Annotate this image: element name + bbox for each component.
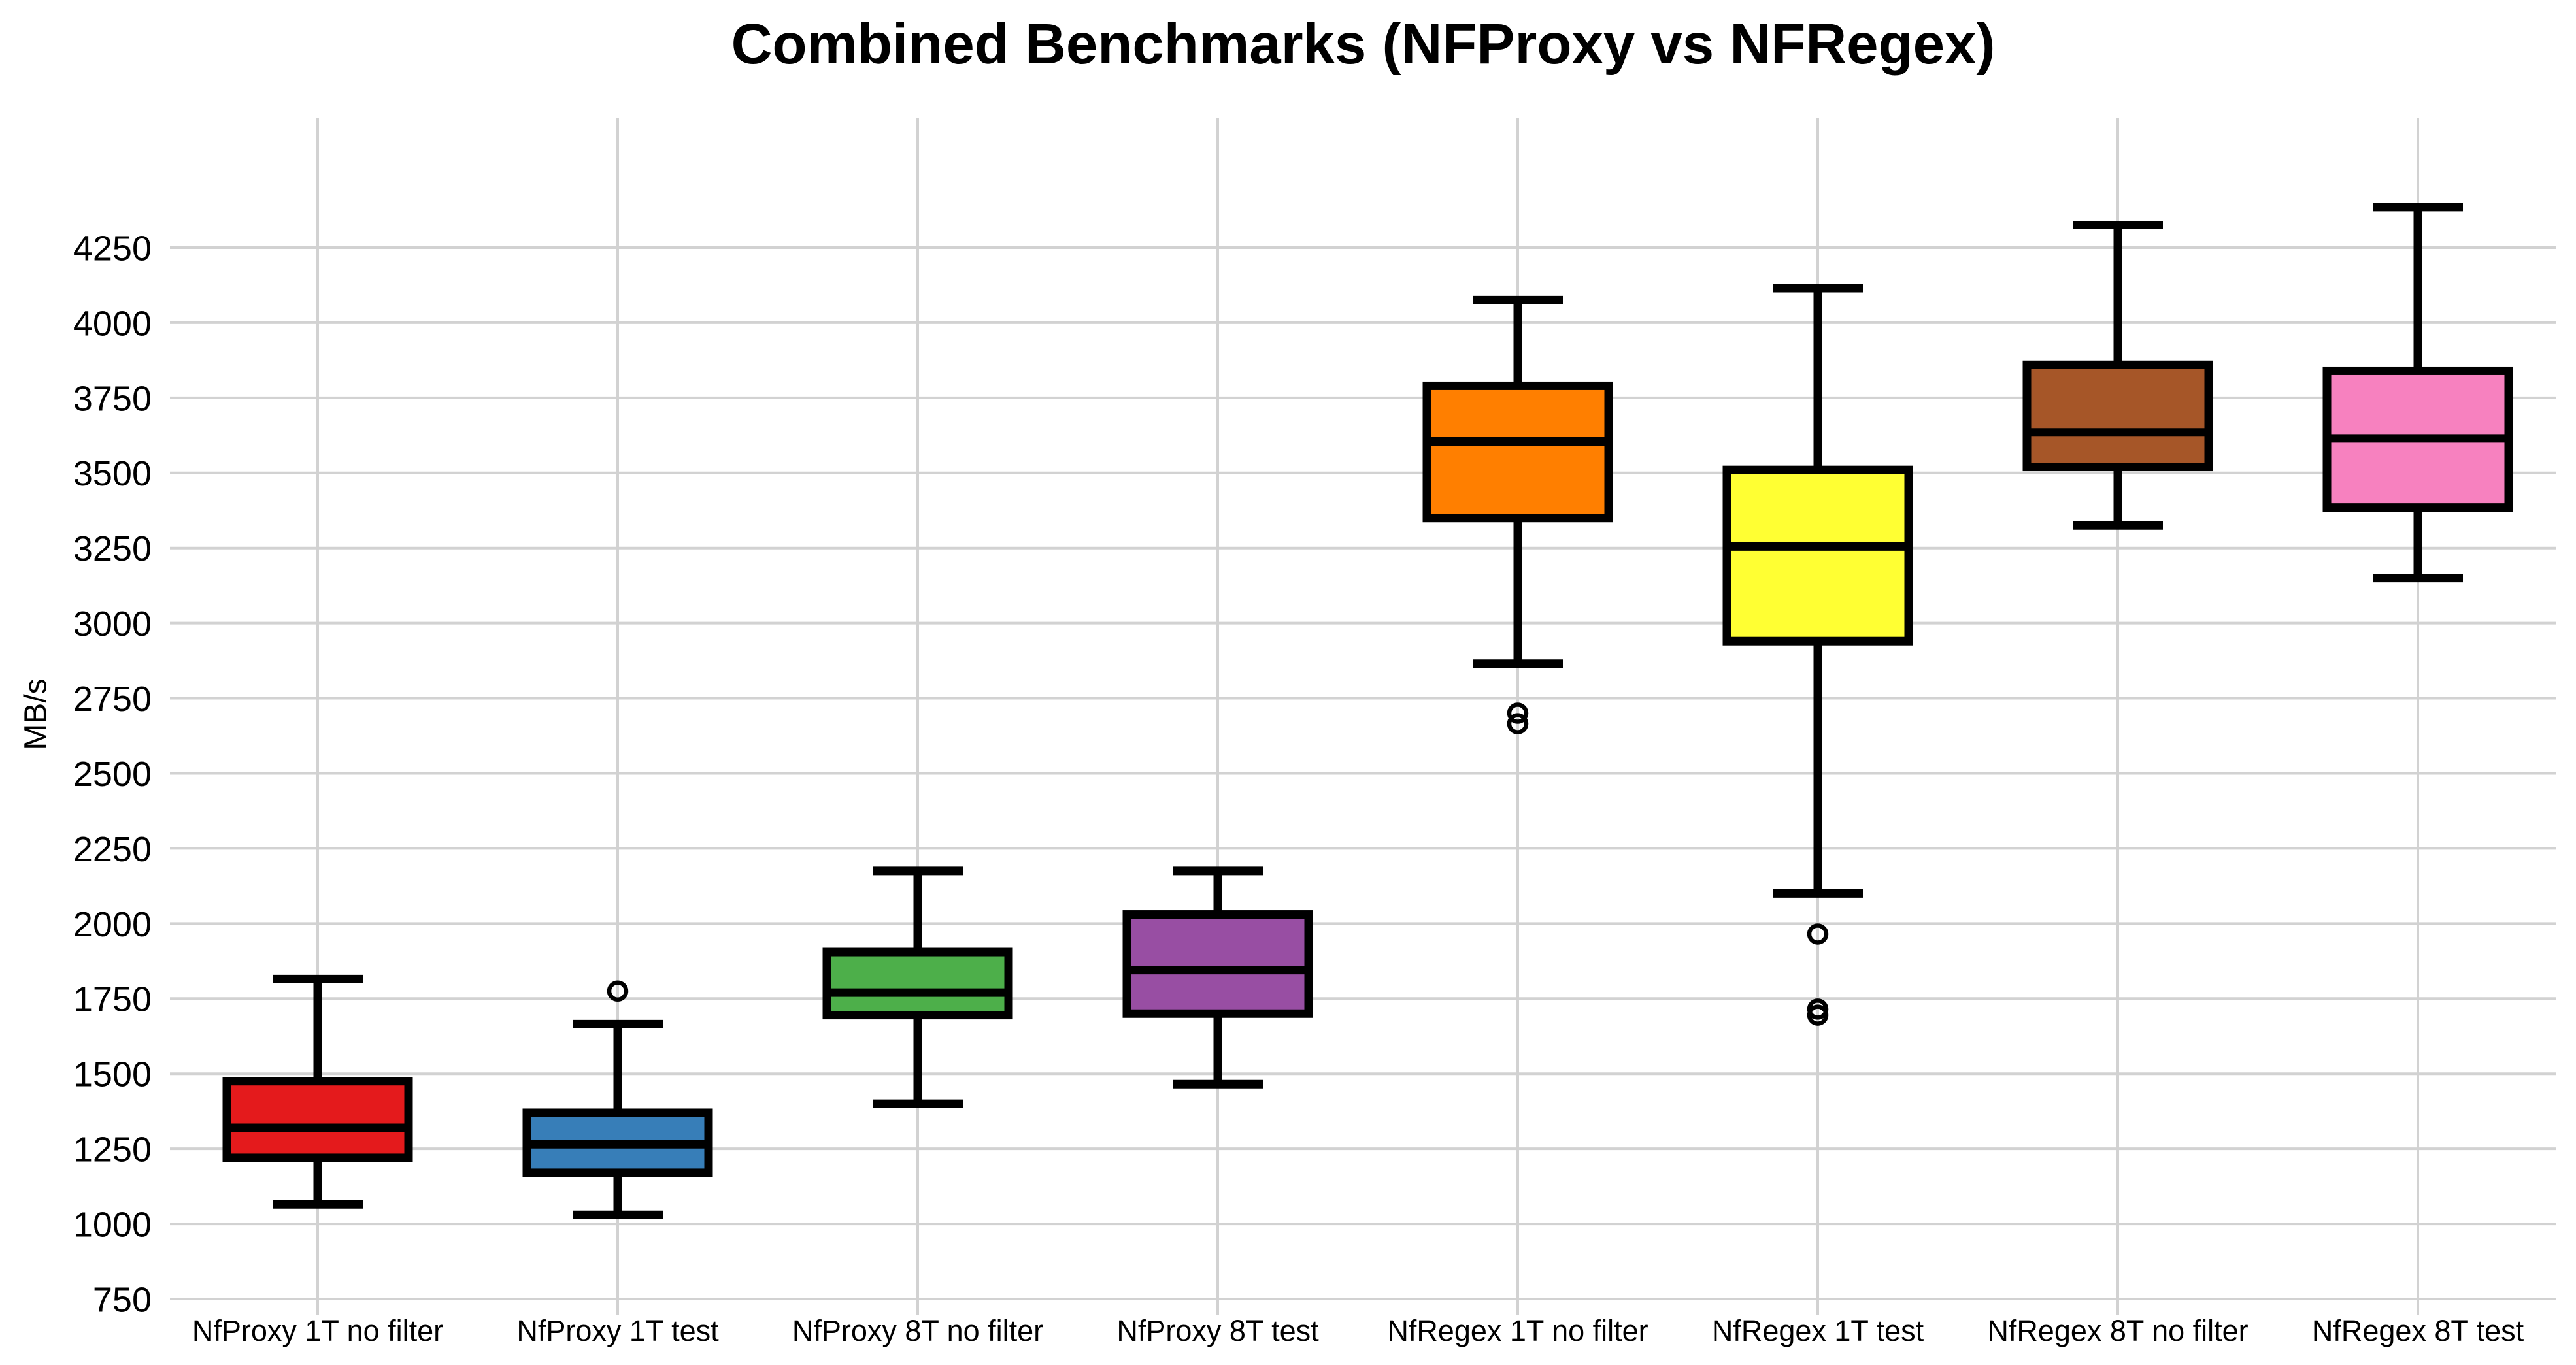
y-tick-label: 4000 <box>73 304 152 343</box>
chart-title: Combined Benchmarks (NFProxy vs NFRegex) <box>731 12 1996 76</box>
x-tick-label: NfProxy 8T no filter <box>792 1314 1043 1347</box>
outlier-point <box>607 980 629 1002</box>
outlier-point <box>1807 1004 1829 1026</box>
iqr-box <box>222 1077 413 1162</box>
y-tick-label: 2750 <box>73 680 152 719</box>
y-tick-label: 3250 <box>73 529 152 568</box>
x-tick-label: NfProxy 1T no filter <box>192 1314 443 1347</box>
iqr-box <box>1722 465 1913 646</box>
outlier-point <box>1807 923 1829 945</box>
y-tick-label: 2000 <box>73 905 152 944</box>
y-tick-label: 1250 <box>73 1130 152 1170</box>
x-tick-label: NfProxy 8T test <box>1116 1314 1319 1347</box>
y-tick-label: 1750 <box>73 980 152 1019</box>
y-tick-label: 750 <box>93 1280 152 1319</box>
y-tick-label: 3750 <box>73 379 152 418</box>
outlier-point <box>1507 702 1529 724</box>
y-tick-label: 3000 <box>73 604 152 644</box>
iqr-box <box>1422 381 1613 523</box>
x-tick-label: NfRegex 1T test <box>1712 1314 1924 1347</box>
iqr-box <box>2022 360 2213 472</box>
y-tick-label: 1500 <box>73 1055 152 1094</box>
x-tick-label: NfRegex 1T no filter <box>1387 1314 1648 1347</box>
y-tick-label: 2500 <box>73 755 152 794</box>
iqr-box <box>822 947 1013 1020</box>
x-tick-label: NfRegex 8T no filter <box>1987 1314 2248 1347</box>
x-tick-label: NfRegex 8T test <box>2312 1314 2524 1347</box>
x-tick-label: NfProxy 1T test <box>516 1314 719 1347</box>
y-tick-label: 3500 <box>73 454 152 493</box>
iqr-box <box>1122 910 1313 1018</box>
y-axis-label: MB/s <box>18 678 54 750</box>
y-tick-label: 4250 <box>73 229 152 268</box>
y-tick-label: 1000 <box>73 1206 152 1245</box>
y-tick-label: 2250 <box>73 830 152 869</box>
outlier-point <box>1507 713 1529 734</box>
